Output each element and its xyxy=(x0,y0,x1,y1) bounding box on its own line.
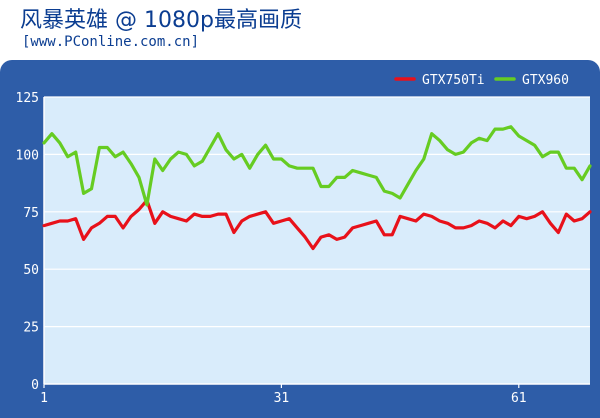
x-tick-label: 31 xyxy=(274,391,290,406)
header: 风暴英雄 @ 1080p最高画质 [www.PConline.com.cn] xyxy=(0,0,600,60)
series-line-gtx960 xyxy=(42,125,592,207)
y-tick-label: 50 xyxy=(23,263,39,278)
legend-label: GTX750Ti xyxy=(422,73,485,88)
y-tick-label: 0 xyxy=(31,378,39,393)
series-line-gtx750ti xyxy=(42,198,592,251)
source-url: [www.PConline.com.cn] xyxy=(22,34,200,50)
x-tick-label: 1 xyxy=(40,391,48,406)
y-tick-label: 75 xyxy=(23,206,39,221)
y-tick-label: 25 xyxy=(23,321,39,336)
y-tick-label: 100 xyxy=(16,148,39,163)
chart-panel: 0 25 50 75 100 125 1 31 61 GTX750Ti GTX960 xyxy=(0,60,600,418)
x-tick-label: 61 xyxy=(511,391,527,406)
y-tick-label: 125 xyxy=(16,91,39,106)
chart-title: 风暴英雄 @ 1080p最高画质 xyxy=(20,8,302,33)
legend-label: GTX960 xyxy=(522,73,569,88)
line-chart: 0 25 50 75 100 125 1 31 61 GTX750Ti GTX960 xyxy=(16,73,592,406)
